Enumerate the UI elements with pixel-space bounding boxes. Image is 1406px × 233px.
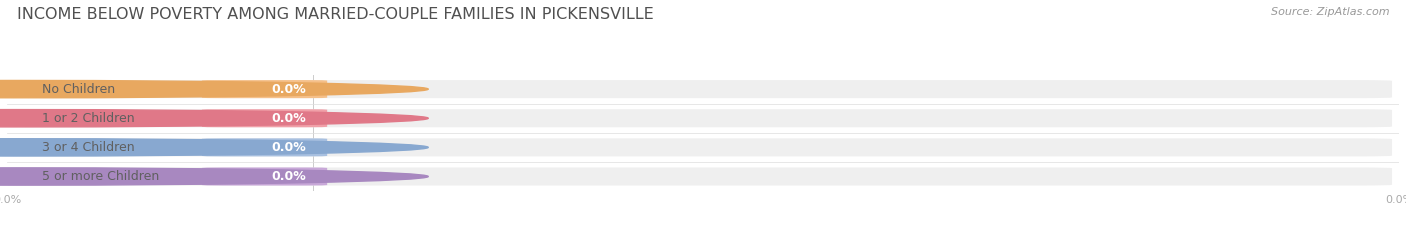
Text: 0.0%: 0.0% bbox=[271, 112, 307, 125]
Text: Source: ZipAtlas.com: Source: ZipAtlas.com bbox=[1271, 7, 1389, 17]
Circle shape bbox=[0, 110, 429, 127]
Circle shape bbox=[0, 168, 429, 185]
Text: 3 or 4 Children: 3 or 4 Children bbox=[42, 141, 135, 154]
Circle shape bbox=[0, 139, 429, 156]
Circle shape bbox=[0, 80, 429, 98]
Text: 0.0%: 0.0% bbox=[271, 141, 307, 154]
FancyBboxPatch shape bbox=[202, 168, 328, 185]
FancyBboxPatch shape bbox=[14, 109, 1392, 127]
Text: 5 or more Children: 5 or more Children bbox=[42, 170, 159, 183]
FancyBboxPatch shape bbox=[202, 80, 328, 98]
Text: 0.0%: 0.0% bbox=[271, 83, 307, 96]
FancyBboxPatch shape bbox=[202, 138, 328, 156]
FancyBboxPatch shape bbox=[202, 109, 328, 127]
FancyBboxPatch shape bbox=[14, 168, 1392, 185]
FancyBboxPatch shape bbox=[14, 80, 1392, 98]
Text: 0.0%: 0.0% bbox=[271, 170, 307, 183]
Text: 1 or 2 Children: 1 or 2 Children bbox=[42, 112, 135, 125]
FancyBboxPatch shape bbox=[14, 138, 1392, 156]
Text: No Children: No Children bbox=[42, 83, 115, 96]
Text: INCOME BELOW POVERTY AMONG MARRIED-COUPLE FAMILIES IN PICKENSVILLE: INCOME BELOW POVERTY AMONG MARRIED-COUPL… bbox=[17, 7, 654, 22]
